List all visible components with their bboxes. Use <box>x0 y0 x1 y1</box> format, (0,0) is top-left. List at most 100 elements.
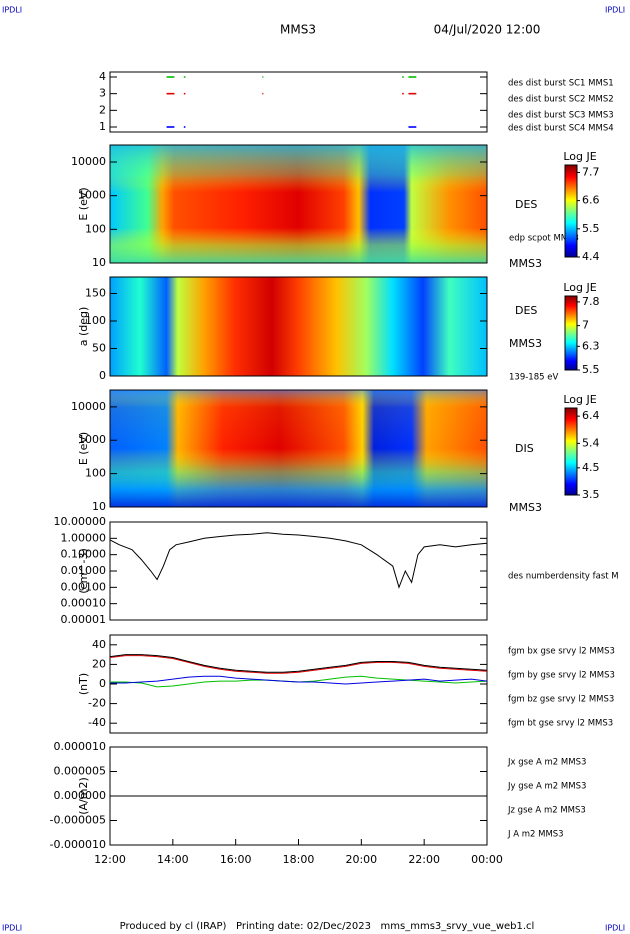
colorbar-tick-label: 7 <box>582 319 589 332</box>
spectrogram-shade <box>110 390 487 507</box>
y-tick-label: 0.00100 <box>61 580 107 593</box>
y-axis-label: (A/m2) <box>77 777 90 815</box>
burst-segment <box>183 92 186 95</box>
corner-label: IPDLI <box>605 924 625 933</box>
series-line <box>109 655 488 674</box>
x-tick-label: 00:00 <box>471 853 503 866</box>
x-tick-label: 20:00 <box>345 853 377 866</box>
panel-label: DES <box>515 198 537 211</box>
burst-segment <box>402 92 404 95</box>
burst-segment <box>166 92 175 95</box>
legend-entry: des dist burst SC3 MMS3 <box>508 111 614 121</box>
colorbar-label: Log JE <box>563 150 596 163</box>
y-tick-label: 100 <box>85 222 106 235</box>
y-tick-label: 1000 <box>78 433 106 446</box>
legend-entry: Jy gse A m2 MMS3 <box>507 782 586 792</box>
legend-entry: fgm by gse srvy l2 MMS3 <box>508 671 615 681</box>
burst-segment <box>262 92 264 95</box>
y-tick-label: 10 <box>92 500 106 513</box>
y-axis-label: E (eV) <box>77 432 90 465</box>
panel-label: MMS3 <box>509 257 542 270</box>
y-tick-label: 2 <box>99 103 106 116</box>
colorbar-tick-label: 4.4 <box>582 250 600 263</box>
colorbar-tick-label: 7.7 <box>582 165 600 178</box>
colorbar-label: Log JE <box>563 281 596 294</box>
panel-frame <box>109 71 488 133</box>
corner-label: IPDLI <box>605 6 625 15</box>
colorbar-tick-label: 6.4 <box>582 409 600 422</box>
panel-label: DIS <box>515 442 534 455</box>
date: 04/Jul/2020 12:00 <box>434 23 541 37</box>
series-line <box>109 532 488 589</box>
corner-label: IPDLI <box>2 924 22 933</box>
y-tick-label: 0.000000 <box>54 789 107 802</box>
y-tick-label: 0.10000 <box>61 548 107 561</box>
y-tick-label: -0.000010 <box>50 838 106 851</box>
legend-entry: Jx gse A m2 MMS3 <box>507 758 586 768</box>
y-tick-label: 50 <box>92 342 106 355</box>
title: MMS3 <box>280 23 316 37</box>
legend-entry: des numberdensity fast M <box>508 572 619 582</box>
colorbar-tick-label: 3.5 <box>582 488 600 501</box>
y-tick-label: -40 <box>88 716 106 729</box>
y-tick-label: 1000 <box>78 189 106 202</box>
panel-label: MMS3 <box>509 337 542 350</box>
footer: Produced by cl (IRAP) Printing date: 02/… <box>120 921 535 932</box>
spectrogram-image <box>110 277 487 376</box>
y-tick-label: 0.00001 <box>61 613 107 626</box>
y-tick-label: 0.00010 <box>61 597 107 610</box>
y-tick-label: 10 <box>92 256 106 269</box>
legend-entry: fgm bz gse srvy l2 MMS3 <box>508 695 614 705</box>
burst-segment <box>408 92 417 95</box>
y-tick-label: 0 <box>99 677 106 690</box>
colorbar-tick-label: 6.3 <box>582 339 600 352</box>
x-tick-label: 16:00 <box>220 853 252 866</box>
y-tick-label: 10.00000 <box>54 515 107 528</box>
y-tick-label: 0.01000 <box>61 564 107 577</box>
y-axis-label: a (deg) <box>77 307 90 347</box>
panel-label: MMS3 <box>509 501 542 514</box>
corner-label: IPDLI <box>2 6 22 15</box>
burst-segment <box>262 76 264 78</box>
burst-segment <box>166 126 175 128</box>
colorbar-tick-label: 6.6 <box>582 194 600 207</box>
burst-segment <box>408 76 417 78</box>
panel-label: edp scpot MMS3 <box>509 234 579 244</box>
burst-segment <box>183 126 186 128</box>
x-tick-label: 14:00 <box>157 853 189 866</box>
panel-frame <box>109 144 488 264</box>
legend-entry: J A m2 MMS3 <box>507 830 564 840</box>
colorbar-tick-label: 5.4 <box>582 436 600 449</box>
burst-segment <box>166 76 175 78</box>
legend-entry: fgm bx gse srvy l2 MMS3 <box>508 647 615 657</box>
colorbar <box>564 164 578 258</box>
x-tick-label: 18:00 <box>283 853 315 866</box>
y-tick-label: -0.000005 <box>50 814 106 827</box>
y-axis-label: (cm^-3) <box>77 548 90 594</box>
panel-frame <box>109 521 488 621</box>
colorbar-label: Log JE <box>563 393 596 406</box>
legend-entry: fgm bt gse srvy l2 MMS3 <box>508 719 613 729</box>
y-tick-label: 100 <box>85 467 106 480</box>
y-tick-label: 4 <box>99 70 106 83</box>
colorbar-tick-label: 5.5 <box>582 363 600 376</box>
y-tick-label: 10000 <box>71 155 106 168</box>
panel-frame <box>109 389 488 508</box>
burst-segment <box>408 126 417 128</box>
x-tick-label: 22:00 <box>408 853 440 866</box>
y-tick-label: -20 <box>88 697 106 710</box>
y-axis-label: (nT) <box>77 673 90 695</box>
y-axis-label: E (eV) <box>77 187 90 220</box>
spectrogram-shade <box>110 145 487 263</box>
series-line <box>110 675 488 685</box>
y-tick-label: 1 <box>99 120 106 133</box>
colorbar <box>564 295 578 371</box>
legend-entry: des dist burst SC1 MMS1 <box>508 79 614 89</box>
colorbar <box>564 407 578 496</box>
y-tick-label: 100 <box>85 314 106 327</box>
colorbar-tick-label: 4.5 <box>582 461 600 474</box>
burst-segment <box>183 76 186 78</box>
panel-frame <box>109 276 488 377</box>
series-line <box>109 654 488 673</box>
